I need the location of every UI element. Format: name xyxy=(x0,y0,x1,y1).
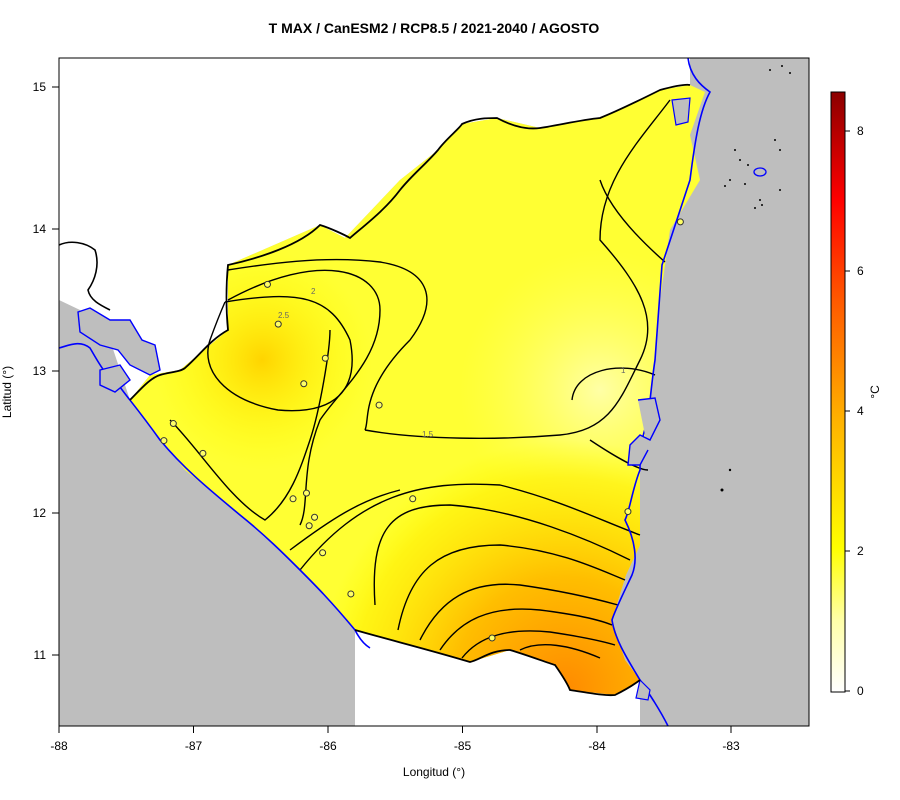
station-marker xyxy=(289,495,297,503)
contour-label-group: 2.5 2 1.5 1 xyxy=(278,287,626,439)
station-marker xyxy=(300,380,308,388)
x-tick-label: -85 xyxy=(454,739,472,753)
station-marker xyxy=(160,437,168,445)
station-markers xyxy=(160,218,684,642)
fonseca-gulf-coast xyxy=(77,307,161,376)
pacific-coastline xyxy=(58,342,371,649)
station-marker xyxy=(319,549,327,557)
station-marker xyxy=(263,280,271,288)
station-marker xyxy=(311,513,319,521)
southern-lagoon xyxy=(635,678,651,701)
x-tick-label: -87 xyxy=(185,739,203,753)
colorbar-tick-label: 8 xyxy=(857,124,864,138)
station-marker xyxy=(274,320,282,328)
colorbar-tick-labels: 0 2 4 6 8 xyxy=(857,124,864,698)
station-marker xyxy=(409,495,417,503)
colorbar xyxy=(830,91,846,693)
station-marker xyxy=(302,489,310,497)
y-tick-label: 12 xyxy=(33,506,47,520)
station-marker xyxy=(169,420,177,428)
station-marker xyxy=(488,634,496,642)
x-tick-label: -83 xyxy=(722,739,740,753)
contour-label-2-5: 2.5 xyxy=(278,311,290,320)
x-tick-label: -84 xyxy=(588,739,606,753)
y-axis-label: Latitud (°) xyxy=(0,365,14,419)
x-tick-labels: -88 -87 -86 -85 -84 -83 xyxy=(50,739,740,753)
y-tick-label: 13 xyxy=(33,364,47,378)
station-marker xyxy=(375,401,383,409)
station-marker xyxy=(347,590,355,598)
caribbean-islands xyxy=(720,65,791,492)
y-tick-label: 14 xyxy=(33,222,47,236)
pearl-lagoon xyxy=(627,397,661,466)
colorbar-tick-label: 4 xyxy=(857,404,864,418)
colorbar-unit-label: °C xyxy=(868,385,882,399)
y-tick-label: 15 xyxy=(33,80,47,94)
y-tick-label: 11 xyxy=(34,648,47,662)
x-tick-label: -88 xyxy=(50,739,68,753)
honduras-border xyxy=(129,83,691,401)
colorbar-tick-label: 2 xyxy=(857,544,864,558)
station-marker xyxy=(676,218,684,226)
colorbar-tick-label: 6 xyxy=(857,264,864,278)
costa-rica-region xyxy=(355,630,660,726)
el-salvador-border xyxy=(58,241,111,311)
pearl-lagoon-2 xyxy=(671,97,691,126)
x-axis-label: Longitud (°) xyxy=(402,765,466,779)
map-title: T MAX / CanESM2 / RCP8.5 / 2021-2040 / A… xyxy=(268,20,600,36)
station-marker xyxy=(321,354,329,362)
costa-rica-border xyxy=(354,629,641,697)
fonseca-mouth xyxy=(99,364,131,393)
y-tick-labels: 11 12 13 14 15 xyxy=(33,80,47,662)
station-marker xyxy=(199,449,207,457)
honduras-region xyxy=(59,58,690,400)
colorbar-tick-label: 0 xyxy=(857,684,864,698)
colorbar-ticks xyxy=(845,130,850,692)
station-marker xyxy=(624,508,632,516)
y-axis xyxy=(52,86,60,656)
contour-label-1-5: 1.5 xyxy=(422,430,434,439)
contour-label-2: 2 xyxy=(311,287,316,296)
contour-label-1: 1 xyxy=(621,366,626,375)
x-axis xyxy=(58,725,732,733)
station-marker xyxy=(305,522,313,530)
contour-lines xyxy=(169,99,671,659)
x-tick-label: -86 xyxy=(319,739,337,753)
